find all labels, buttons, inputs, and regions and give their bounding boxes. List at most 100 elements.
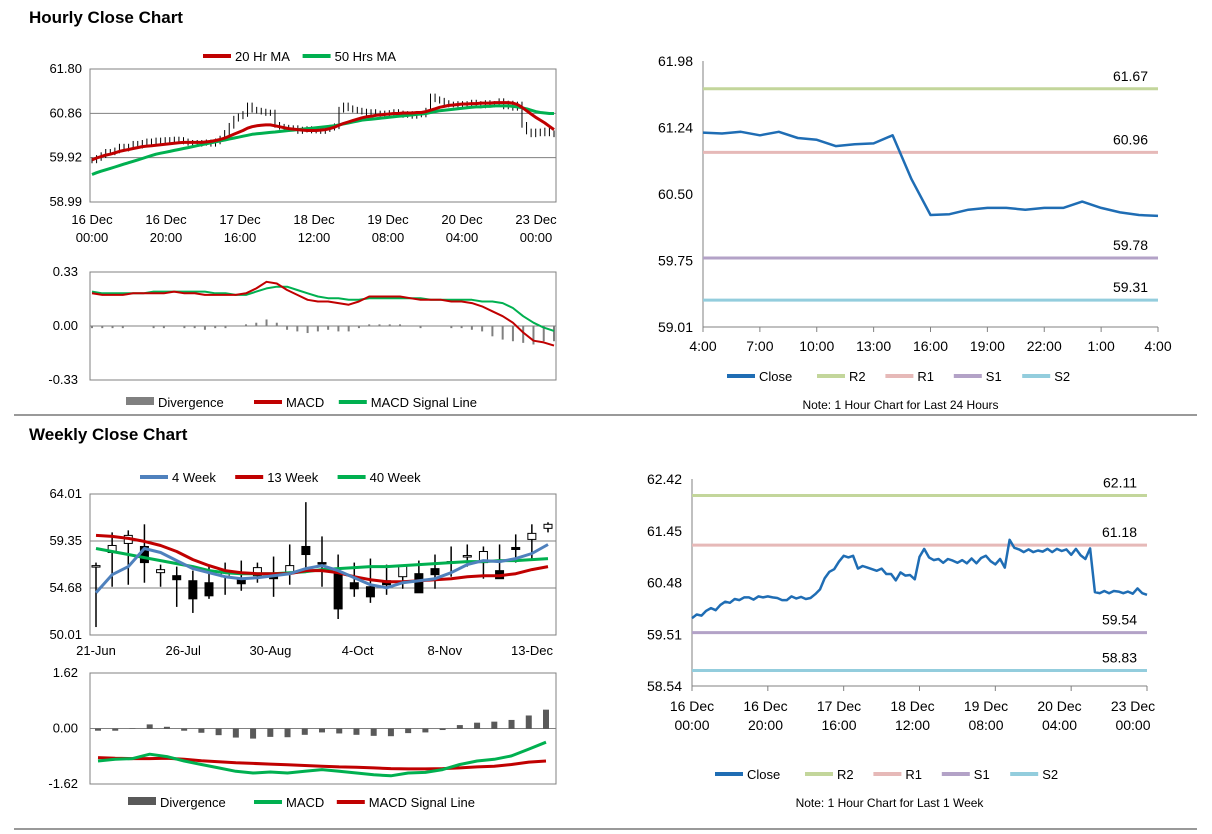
weekly-divergence-bar [215, 728, 222, 736]
hourly-price-ytick: 60.86 [49, 105, 82, 120]
hourly-price-xtick-time: 12:00 [298, 230, 331, 245]
weekly-candle-body [543, 523, 553, 529]
weekly-price-legend-label-2: 40 Week [370, 470, 422, 485]
hourly-levels-legend-label-4: S2 [1054, 369, 1070, 384]
weekly-price-xtick: 4-Oct [342, 643, 374, 658]
hourly-levels-ytick: 60.50 [658, 186, 693, 202]
weekly-levels-xtick-date: 20 Dec [1037, 698, 1081, 714]
weekly-candle-body [333, 571, 343, 610]
weekly-levels-ytick: 58.54 [647, 678, 682, 694]
weekly-price-xtick: 21-Jun [76, 643, 116, 658]
weekly-divergence-bar [439, 728, 446, 731]
weekly-candle-body [511, 546, 521, 550]
hourly-divergence-bar [337, 326, 340, 332]
weekly-macd-legend-label-2: MACD Signal Line [369, 795, 475, 810]
weekly-price-ytick: 54.68 [49, 580, 82, 595]
weekly-levels-xtick-time: 00:00 [674, 717, 709, 733]
hourly-divergence-bar [101, 326, 104, 329]
weekly-divergence-bar [336, 728, 343, 734]
hourly-divergence-bar [491, 326, 494, 337]
hourly-price-xtick-time: 20:00 [150, 230, 183, 245]
weekly-candle-body [188, 580, 198, 600]
weekly-divergence-bar [456, 725, 463, 729]
weekly-levels-legend-label-2: R1 [905, 767, 922, 782]
hourly-divergence-bar [152, 326, 155, 329]
hourly-divergence-bar [193, 326, 196, 329]
hourly-levels-level-label-s1: 59.78 [1113, 237, 1148, 253]
hourly-divergence-bar [296, 326, 299, 332]
hourly-divergence-bar [542, 326, 545, 342]
bottom-divider [14, 828, 1197, 830]
weekly-price-ytick: 59.35 [49, 533, 82, 548]
weekly-levels-xtick-time: 08:00 [968, 717, 1003, 733]
hourly-macd-legend-label-1: MACD [286, 395, 324, 410]
hourly-macd-line [91, 280, 555, 347]
weekly-candle-body [527, 532, 537, 540]
hourly-macd-ytick: 0.33 [53, 264, 78, 279]
hourly-levels-xtick: 4:00 [1144, 338, 1171, 354]
weekly-levels-close-line [691, 538, 1148, 620]
hourly-price-xtick-time: 00:00 [76, 230, 109, 245]
hourly-macd-legend-label-0: Divergence [158, 395, 224, 410]
weekly-price-xtick: 13-Dec [511, 643, 553, 658]
weekly-divergence-bar [491, 721, 498, 729]
weekly-levels-xtick-time: 16:00 [821, 717, 856, 733]
weekly-divergence-bar [370, 728, 377, 736]
weekly-macd-legend-swatch-0 [128, 797, 156, 805]
weekly-divergence-bar [181, 728, 188, 731]
weekly-divergence-bar [129, 728, 136, 729]
hourly-levels-xtick: 4:00 [689, 338, 716, 354]
weekly-divergence-bar [284, 728, 291, 738]
weekly-price-plot-area [89, 493, 557, 636]
hourly-divergence-bar [450, 326, 453, 329]
weekly-divergence-bar [301, 728, 308, 735]
hourly-divergence-bar [214, 326, 217, 329]
hourly-price-legend-label-0: 20 Hr MA [235, 49, 290, 64]
weekly-levels-legend-label-1: R2 [837, 767, 854, 782]
weekly-levels-xtick-date: 16 Dec [670, 698, 714, 714]
section-divider [14, 414, 1197, 416]
weekly-candle-body [430, 568, 440, 576]
weekly-candle-body [462, 555, 472, 558]
weekly-candle-body [414, 573, 424, 594]
weekly-macd-ytick: 1.62 [53, 665, 78, 680]
hourly-divergence-bar [142, 326, 145, 327]
hourly-divergence-bar [132, 326, 135, 327]
hourly-divergence-bar [470, 326, 473, 330]
weekly-price-xtick: 8-Nov [427, 643, 462, 658]
hourly-divergence-bar [245, 324, 247, 327]
weekly-divergence-bar [422, 728, 429, 733]
weekly-candle-body [301, 545, 311, 556]
hourly-levels-close-line [702, 130, 1159, 218]
weekly-price-xtick: 30-Aug [249, 643, 291, 658]
weekly-divergence-bar [405, 728, 412, 734]
hourly-divergence-bar [357, 326, 360, 329]
hourly-price-xtick-date: 16 Dec [71, 212, 113, 227]
weekly-levels-note: Note: 1 Hour Chart for Last 1 Week [796, 796, 985, 810]
hourly-divergence-bar [316, 326, 319, 332]
weekly-candle-body [172, 575, 182, 581]
hourly-ma20-line [91, 101, 555, 162]
hourly-levels-xtick: 10:00 [799, 338, 834, 354]
hourly-divergence-bar [460, 326, 463, 329]
hourly-divergence-bar [501, 326, 504, 340]
weekly-levels-xtick-time: 20:00 [748, 717, 783, 733]
hourly-price-xtick-date: 18 Dec [293, 212, 335, 227]
weekly-divergence-bar [198, 728, 205, 733]
hourly-levels-level-label-r2: 61.67 [1113, 68, 1148, 84]
weekly-macd-ytick: -1.62 [48, 776, 78, 791]
hourly-price-legend-label-1: 50 Hrs MA [335, 49, 397, 64]
hourly-macd-ytick: -0.33 [48, 372, 78, 387]
weekly-candle-body [317, 562, 327, 565]
hourly-levels-legend-label-3: S1 [986, 369, 1002, 384]
weekly-divergence-bar [267, 728, 274, 737]
hourly-divergence-bar [347, 326, 350, 332]
hourly-divergence-bar [162, 326, 165, 329]
hourly-divergence-bar [327, 326, 330, 330]
weekly-levels-legend-label-4: S2 [1042, 767, 1058, 782]
hourly-levels-xtick: 22:00 [1027, 338, 1062, 354]
hourly-macd-legend-label-2: MACD Signal Line [371, 395, 477, 410]
hourly-divergence-bar [522, 326, 525, 343]
weekly-macd-ytick: 0.00 [53, 721, 78, 736]
